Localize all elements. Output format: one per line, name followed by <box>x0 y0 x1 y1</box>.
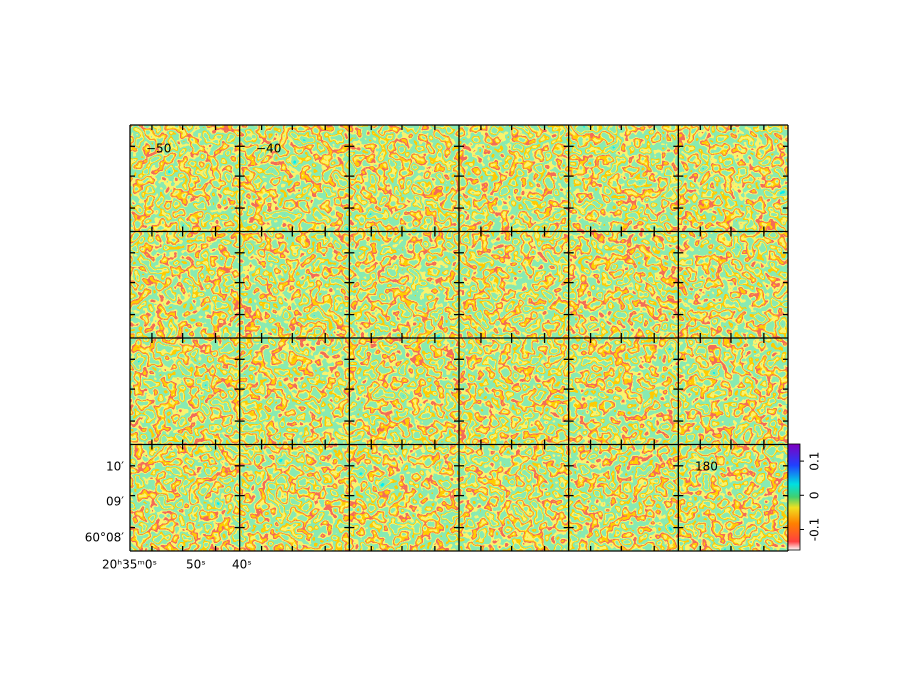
panel-label: −40 <box>256 142 281 156</box>
colorbar-tick-label: 0.1 <box>808 452 822 471</box>
panel-label: 180 <box>695 460 718 474</box>
y-tick-label: 10′ <box>106 460 124 474</box>
panel-label: −50 <box>146 142 171 156</box>
x-tick-label: 20ʰ35ᵐ0ˢ <box>102 558 157 572</box>
panel-frames <box>129 124 789 552</box>
x-tick-label: 40ˢ <box>232 558 252 572</box>
y-tick-label: 09′ <box>106 495 124 509</box>
colorbar-tick-label: -0.1 <box>808 518 822 541</box>
colorbar-tick-label: 0 <box>808 491 822 499</box>
x-tick-label: 50ˢ <box>186 558 206 572</box>
colorbar <box>787 443 801 551</box>
y-tick-label: 60°08′ <box>85 531 125 545</box>
